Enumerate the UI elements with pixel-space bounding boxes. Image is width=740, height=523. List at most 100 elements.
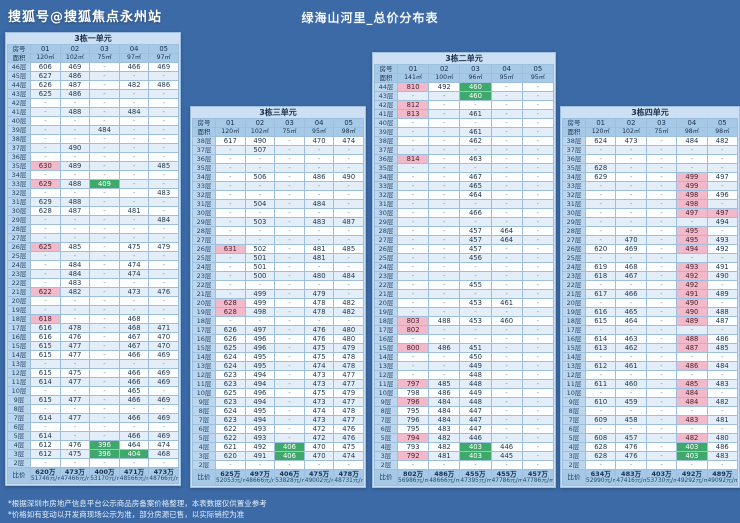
floor-label: 39层 <box>374 127 398 137</box>
price-cell: - <box>215 181 246 191</box>
floor-row: 14层 624 495-475 478 <box>192 352 364 362</box>
floor-label: 11层 <box>192 379 216 389</box>
price-cell: 448 <box>459 370 492 380</box>
price-cell: - <box>89 116 120 126</box>
price-cell: 620 <box>584 244 617 254</box>
price-cell: - <box>645 181 678 191</box>
floor-label: 36层 <box>374 154 398 164</box>
price-cell: - <box>706 352 739 362</box>
price-cell: - <box>428 334 461 344</box>
price-cell: 491 <box>676 289 708 299</box>
price-cell: 485 <box>676 379 708 389</box>
floor-label: 9层 <box>192 397 216 407</box>
price-cell: - <box>645 307 678 317</box>
floor-row: 19层 616 465-490 488 <box>562 307 739 317</box>
price-cell: - <box>645 325 678 335</box>
price-cell: - <box>615 181 647 191</box>
price-cell: 464 <box>118 440 150 450</box>
price-cell: - <box>521 442 555 452</box>
floor-row: 8层 - - - - - <box>7 404 179 414</box>
price-cell: - <box>59 386 91 396</box>
price-cell: - <box>148 116 179 126</box>
floor-row: 37层 -490- - - <box>7 143 179 153</box>
floor-row: 30层 - -466- - <box>374 208 555 218</box>
column-header: 05 <box>521 64 555 74</box>
floor-label: 30层 <box>192 208 216 218</box>
price-cell: 460 <box>459 82 492 92</box>
floor-row: 17层 616 478-468 471 <box>7 323 179 333</box>
price-cell: - <box>274 433 305 443</box>
price-cell: 624 <box>584 136 617 146</box>
price-cell: - <box>148 71 179 81</box>
price-cell: 477 <box>59 341 91 351</box>
unit1-price-table: 房号 01 02 03 04 05 面积 120㎡ 102㎡ 75㎡ 97㎡ 97㎡ 46层 606 469… <box>7 44 179 484</box>
price-cell: - <box>274 280 305 290</box>
price-cell: 626 <box>215 334 246 344</box>
price-cell: - <box>645 172 678 182</box>
price-cell: - <box>118 215 150 225</box>
price-cell: - <box>706 199 739 209</box>
floor-row: 19层 628 498-478 482 <box>192 307 364 317</box>
footnote-line-1: *根据深圳市房地产信息平台公示商品房备案价格整理，本表数据仅供置业参考 <box>8 499 267 508</box>
price-grid: 房号 01 02 03 04 05 面积 120㎡ 102㎡ 75㎡ 97㎡ 97㎡ 46层 606 469… <box>7 44 179 484</box>
floor-label: 21层 <box>7 287 31 297</box>
price-cell: 615 <box>30 395 61 405</box>
price-cell: 480 <box>333 334 364 344</box>
price-cell: - <box>148 206 179 216</box>
floor-row: 30层 - - - - - <box>192 208 364 218</box>
price-cell: - <box>333 154 364 164</box>
price-cell: 467 <box>459 172 492 182</box>
price-cell: - <box>274 370 305 380</box>
price-cell: - <box>215 163 246 173</box>
price-cell: 476 <box>59 440 91 450</box>
floor-row: 3层 628 476-403 483 <box>562 451 739 461</box>
price-cell: - <box>645 388 678 398</box>
price-cell: 623 <box>215 379 246 389</box>
floor-row: 31层 - - - - - <box>374 199 555 209</box>
room-header-row: 房号 01 02 03 04 05 <box>562 118 739 128</box>
floor-row: 34层 -506-486 490 <box>192 172 364 182</box>
price-cell: - <box>428 370 461 380</box>
floor-row: 19层 - - - - - <box>374 307 555 317</box>
price-cell: - <box>396 280 430 290</box>
price-cell: - <box>215 199 246 209</box>
price-cell: - <box>396 244 430 254</box>
price-cell: - <box>459 163 492 173</box>
price-cell: 461 <box>459 109 492 119</box>
floor-label: 23层 <box>7 269 31 279</box>
price-cell: - <box>490 154 523 164</box>
price-cell: 495 <box>676 235 708 245</box>
floor-label: 8层 <box>192 406 216 416</box>
price-cell: - <box>89 134 120 144</box>
column-header: 04 <box>490 64 523 74</box>
floor-label: 32层 <box>562 190 586 200</box>
price-cell: - <box>490 127 523 137</box>
price-cell: 492 <box>676 280 708 290</box>
price-cell: - <box>148 404 179 414</box>
price-cell: - <box>428 361 461 371</box>
price-cell: - <box>215 271 246 281</box>
price-cell: - <box>396 361 430 371</box>
price-cell: - <box>274 307 305 317</box>
price-cell: - <box>676 352 708 362</box>
price-cell: - <box>215 226 246 236</box>
price-cell: 469 <box>148 377 179 387</box>
price-cell: - <box>303 316 335 326</box>
floor-label: 44层 <box>7 80 31 90</box>
price-cell: - <box>215 289 246 299</box>
price-cell: - <box>428 271 461 281</box>
floor-row: 22层 - - - - - <box>192 280 364 290</box>
floor-label: 32层 <box>374 190 398 200</box>
price-cell: - <box>428 226 461 236</box>
floor-row: 30层 - - -497 497 <box>562 208 739 218</box>
price-cell: - <box>118 422 150 432</box>
price-cell: 469 <box>148 431 179 441</box>
price-cell: - <box>521 136 555 146</box>
price-cell: - <box>396 208 430 218</box>
floor-row: 37层 - - - - - <box>562 145 739 155</box>
avg-price-cell: 457万 47786元/㎡ <box>521 469 555 486</box>
column-header: 01 <box>396 64 430 74</box>
price-cell: - <box>274 217 305 227</box>
floor-label: 7层 <box>562 415 586 425</box>
price-cell: 622 <box>30 287 61 297</box>
